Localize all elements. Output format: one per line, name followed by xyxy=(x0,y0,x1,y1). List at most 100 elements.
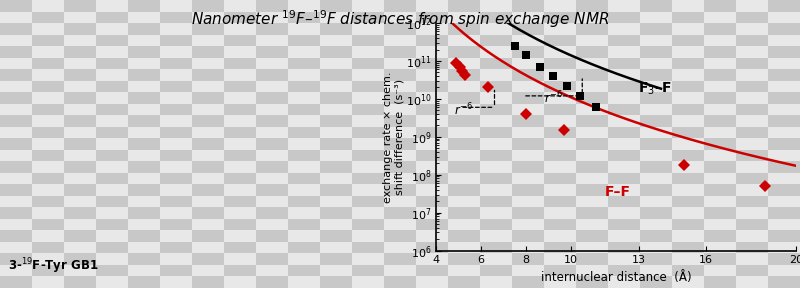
Bar xyxy=(416,150,448,161)
Bar xyxy=(544,230,576,242)
Bar xyxy=(128,150,160,161)
Bar xyxy=(64,207,96,219)
Bar xyxy=(288,150,320,161)
Bar xyxy=(32,242,64,253)
Bar xyxy=(320,219,352,230)
Bar xyxy=(608,242,640,253)
Bar xyxy=(224,35,256,46)
Bar xyxy=(576,242,608,253)
Bar xyxy=(736,46,768,58)
Bar xyxy=(96,253,128,265)
Bar xyxy=(768,46,800,58)
Bar xyxy=(768,184,800,196)
Bar xyxy=(640,161,672,173)
Bar xyxy=(160,115,192,127)
Bar xyxy=(480,276,512,288)
Bar xyxy=(384,253,416,265)
Bar xyxy=(576,46,608,58)
Bar xyxy=(672,69,704,81)
Bar xyxy=(0,92,32,104)
Bar xyxy=(512,219,544,230)
Text: Nanometer $^{19}$F–$^{19}$F distances from spin exchange NMR: Nanometer $^{19}$F–$^{19}$F distances fr… xyxy=(190,9,610,30)
Bar xyxy=(576,150,608,161)
Bar xyxy=(288,12,320,23)
Bar xyxy=(608,81,640,92)
Bar xyxy=(576,138,608,150)
Bar xyxy=(192,0,224,12)
Bar xyxy=(704,230,736,242)
Bar xyxy=(352,219,384,230)
Bar xyxy=(608,46,640,58)
Bar xyxy=(160,207,192,219)
Bar xyxy=(160,161,192,173)
Bar xyxy=(128,276,160,288)
Bar xyxy=(288,35,320,46)
Bar xyxy=(640,92,672,104)
Bar xyxy=(608,0,640,12)
Bar xyxy=(480,253,512,265)
Bar xyxy=(576,230,608,242)
Bar xyxy=(480,58,512,69)
Bar xyxy=(288,58,320,69)
Bar xyxy=(640,104,672,115)
Bar xyxy=(544,207,576,219)
Bar xyxy=(544,81,576,92)
Bar xyxy=(224,265,256,276)
Bar xyxy=(224,242,256,253)
Bar xyxy=(64,173,96,184)
Bar xyxy=(768,196,800,207)
Bar xyxy=(256,92,288,104)
Bar xyxy=(608,253,640,265)
Bar xyxy=(192,219,224,230)
Bar xyxy=(512,58,544,69)
Bar xyxy=(544,58,576,69)
Bar xyxy=(256,46,288,58)
Bar xyxy=(256,276,288,288)
Bar xyxy=(288,0,320,12)
Bar xyxy=(352,150,384,161)
Bar xyxy=(672,127,704,138)
Bar xyxy=(128,138,160,150)
Bar xyxy=(448,219,480,230)
Bar xyxy=(704,276,736,288)
Bar xyxy=(320,276,352,288)
Bar xyxy=(96,35,128,46)
Bar xyxy=(352,58,384,69)
Bar xyxy=(192,58,224,69)
Bar xyxy=(352,127,384,138)
Bar xyxy=(640,242,672,253)
Bar xyxy=(704,0,736,12)
Bar xyxy=(96,0,128,12)
Bar xyxy=(224,69,256,81)
Bar xyxy=(128,12,160,23)
Bar xyxy=(448,253,480,265)
Bar xyxy=(320,242,352,253)
Bar xyxy=(192,150,224,161)
Bar xyxy=(608,150,640,161)
Bar xyxy=(608,138,640,150)
Bar xyxy=(160,196,192,207)
Bar xyxy=(0,35,32,46)
Bar xyxy=(736,265,768,276)
Bar xyxy=(480,161,512,173)
Bar xyxy=(192,161,224,173)
Bar xyxy=(224,92,256,104)
Bar xyxy=(0,207,32,219)
Bar xyxy=(256,58,288,69)
Bar xyxy=(160,242,192,253)
Bar xyxy=(352,0,384,12)
Bar xyxy=(128,242,160,253)
Bar xyxy=(256,115,288,127)
Text: F–F: F–F xyxy=(605,185,630,199)
Bar xyxy=(256,12,288,23)
Bar xyxy=(640,23,672,35)
Bar xyxy=(256,104,288,115)
Bar xyxy=(320,207,352,219)
Bar xyxy=(480,207,512,219)
Bar xyxy=(480,230,512,242)
Bar xyxy=(480,138,512,150)
Bar xyxy=(256,253,288,265)
Bar xyxy=(192,92,224,104)
Bar xyxy=(544,35,576,46)
Bar xyxy=(640,0,672,12)
